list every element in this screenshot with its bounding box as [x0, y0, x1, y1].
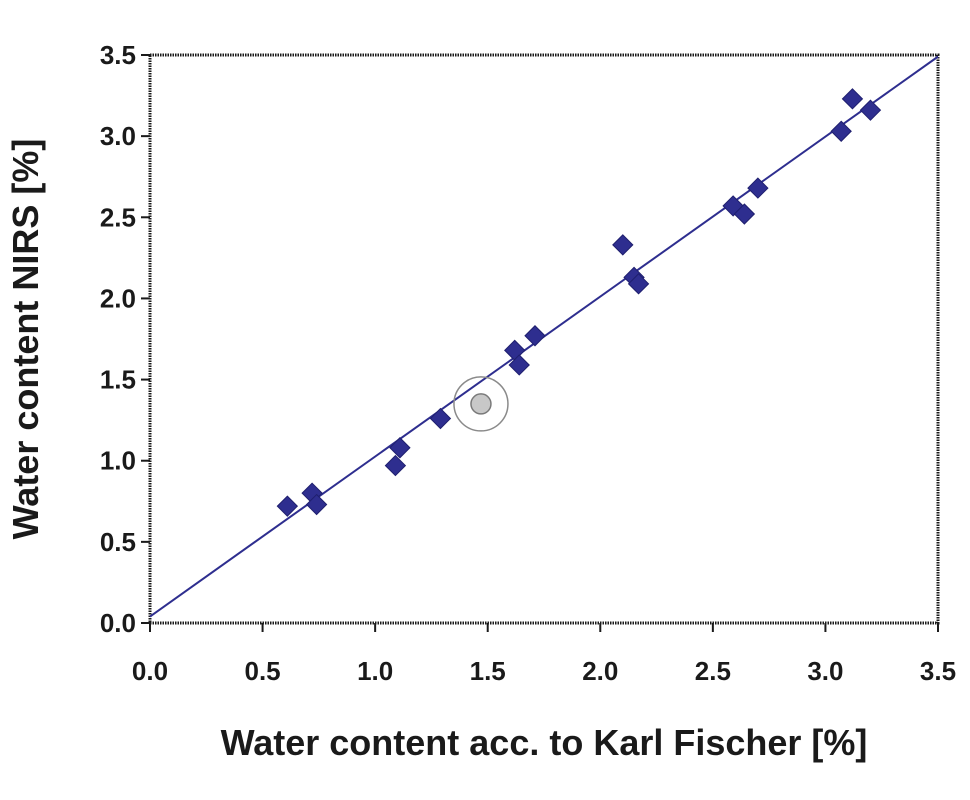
y-tick-label: 1.5	[100, 365, 136, 395]
y-tick-label: 3.5	[100, 40, 136, 70]
data-point	[389, 437, 411, 459]
y-tick-label: 2.0	[100, 283, 136, 313]
y-tick-label: 1.0	[100, 446, 136, 476]
x-tick-label: 3.5	[920, 656, 956, 686]
data-point	[524, 325, 546, 347]
data-point	[722, 195, 744, 217]
y-axis-ticks: 0.0 0.5 1.0 1.5 2.0 2.5 3.0 3.5	[100, 40, 150, 638]
x-axis-ticks: 0.0 0.5 1.0 1.5 2.0 2.5 3.0 3.5	[132, 623, 956, 686]
data-point	[859, 99, 882, 121]
x-tick-label: 3.0	[807, 656, 843, 686]
x-tick-label: 0.0	[132, 656, 168, 686]
highlight-dot	[470, 393, 492, 415]
plot-frame	[148, 53, 940, 625]
cursor-highlight	[453, 376, 509, 432]
y-axis-title: Water content NIRS [%]	[5, 139, 46, 540]
x-tick-label: 1.5	[470, 656, 506, 686]
data-point	[830, 120, 852, 142]
data-point	[508, 354, 530, 376]
data-point	[612, 234, 634, 256]
data-point	[747, 177, 769, 199]
x-tick-label: 0.5	[244, 656, 280, 686]
highlight-ring	[453, 376, 509, 432]
data-point	[384, 454, 407, 477]
data-points	[276, 88, 882, 517]
y-tick-label: 0.5	[100, 527, 136, 557]
data-point	[429, 407, 452, 430]
y-tick-label: 0.0	[100, 608, 136, 638]
data-point	[841, 88, 864, 110]
data-point	[733, 203, 756, 225]
data-point	[305, 493, 328, 516]
x-tick-label: 2.0	[582, 656, 618, 686]
y-tick-label: 2.5	[100, 202, 136, 232]
data-point	[627, 273, 650, 295]
data-point	[276, 495, 299, 517]
y-tick-label: 3.0	[100, 121, 136, 151]
x-tick-label: 2.5	[695, 656, 731, 686]
x-tick-label: 1.0	[357, 656, 393, 686]
x-axis-title: Water content acc. to Karl Fischer [%]	[221, 722, 868, 763]
